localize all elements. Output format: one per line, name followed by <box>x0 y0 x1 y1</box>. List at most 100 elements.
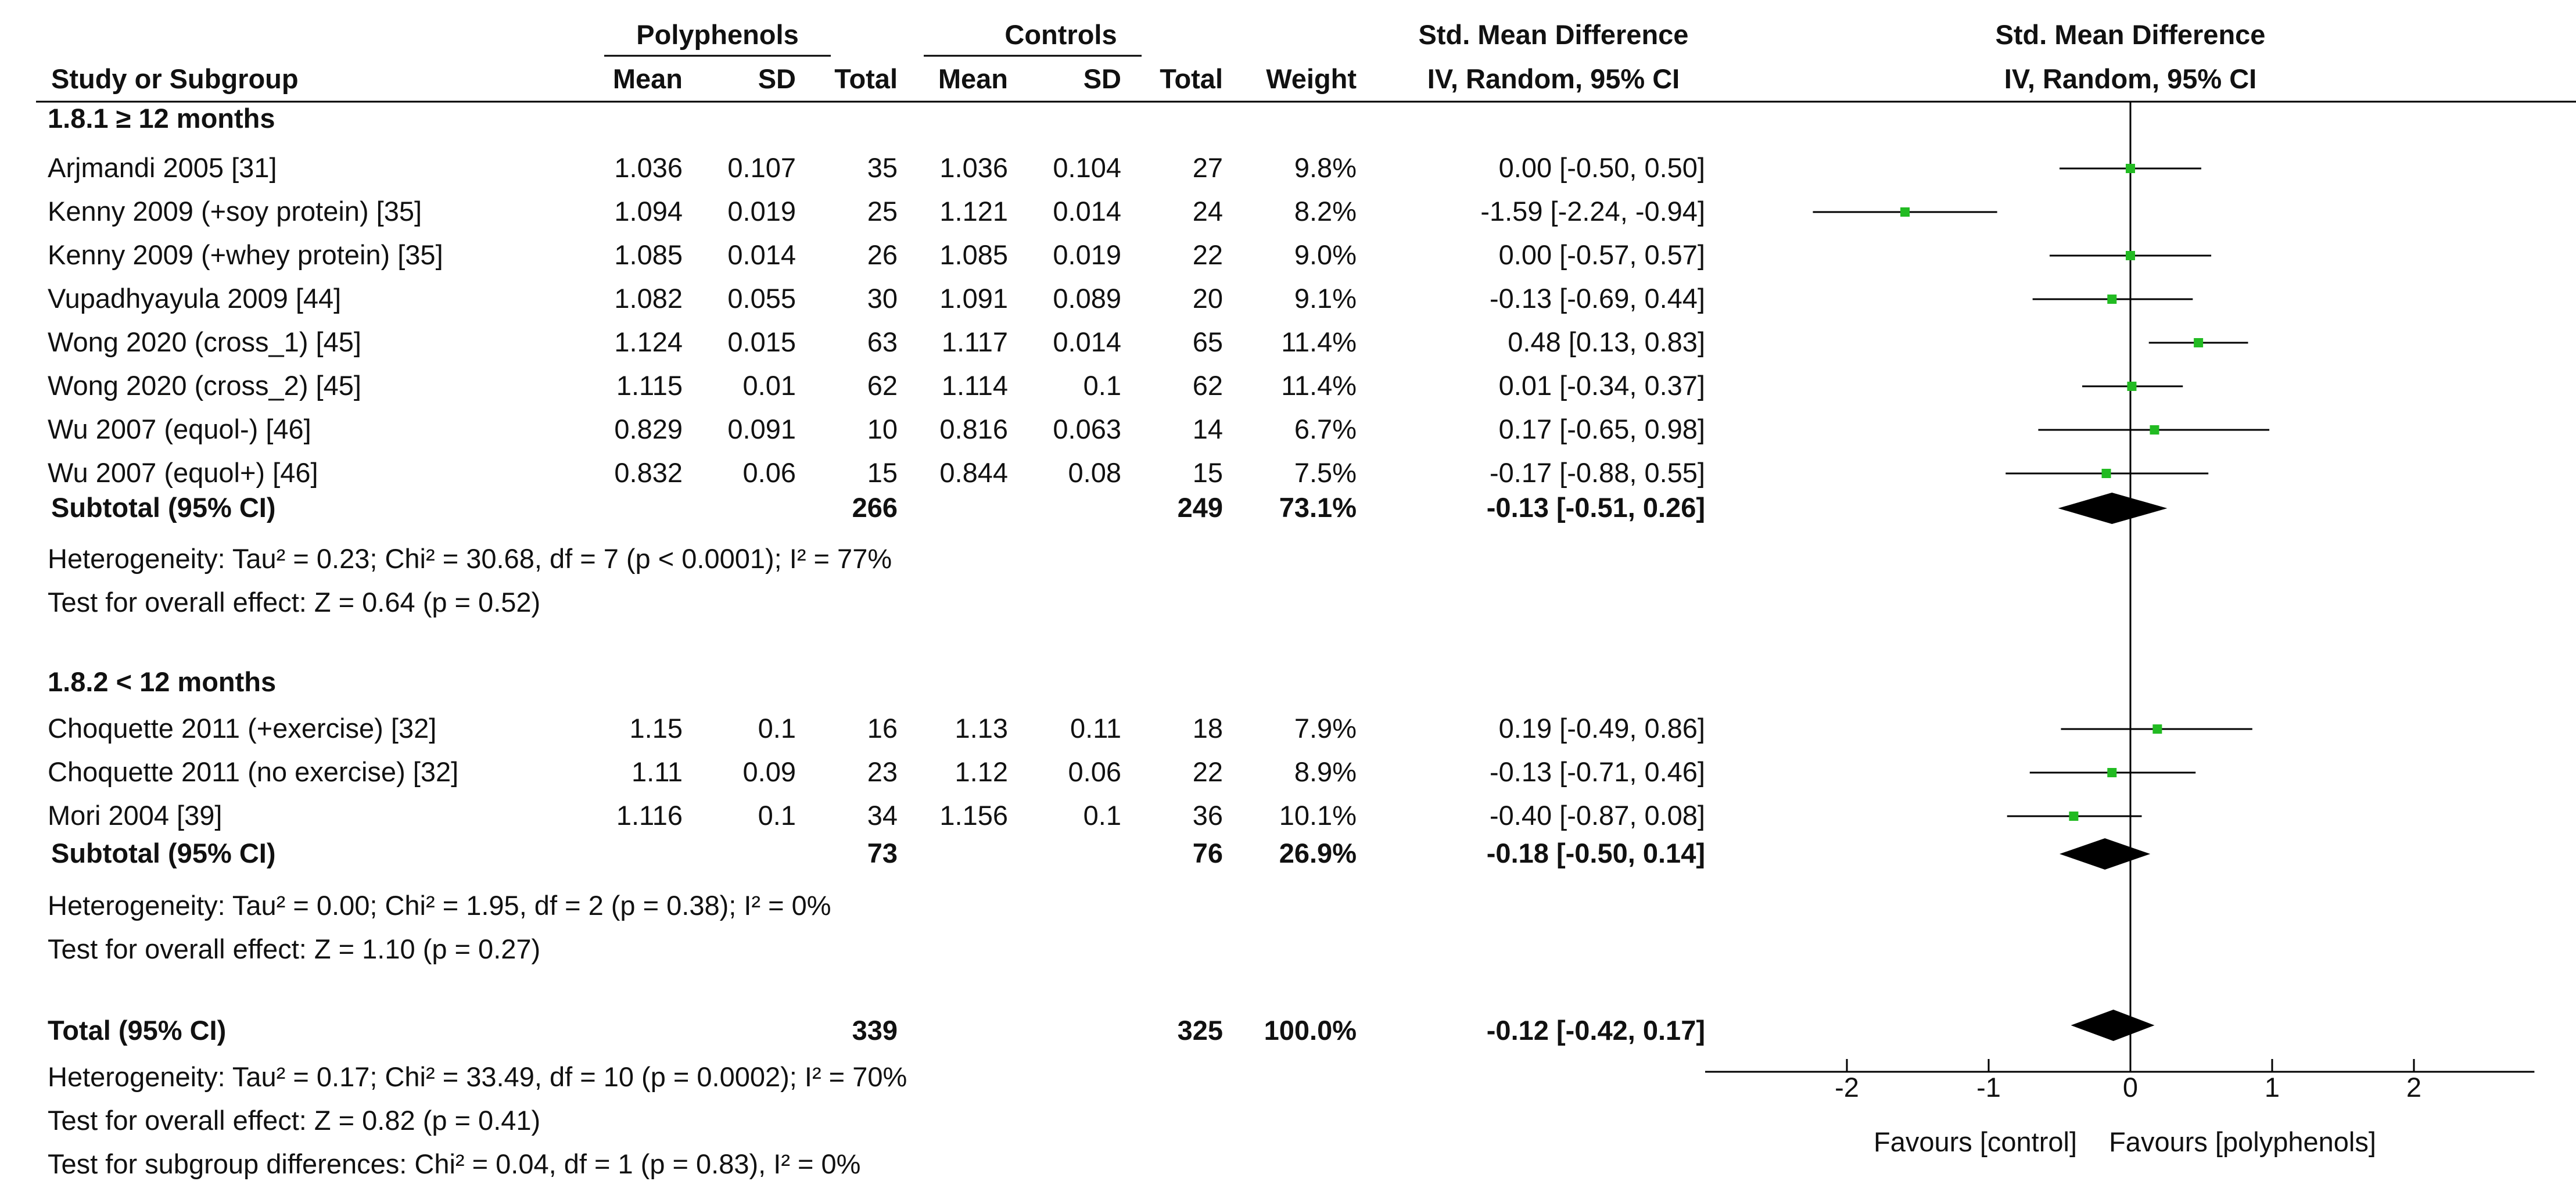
study-name: Wu 2007 (equol+) [46] <box>48 457 318 488</box>
axis-label-right: Favours [polyphenols] <box>2109 1126 2376 1157</box>
point-estimate-marker <box>2107 768 2117 777</box>
total-effect-ci: -0.12 [-0.42, 0.17] <box>1487 1015 1705 1046</box>
c-total: 62 <box>1193 370 1223 401</box>
study-name: Choquette 2011 (+exercise) [32] <box>48 713 436 744</box>
c-sd: 0.014 <box>1053 196 1121 227</box>
total-c-total: 325 <box>1178 1015 1223 1046</box>
subtotal-diamond <box>2060 838 2151 870</box>
weight: 8.2% <box>1294 196 1357 227</box>
effect-ci: -0.13 [-0.69, 0.44] <box>1490 283 1705 314</box>
c-sd: 0.019 <box>1053 239 1121 270</box>
c-total: 20 <box>1193 283 1223 314</box>
weight: 8.9% <box>1294 756 1357 787</box>
point-estimate-marker <box>1900 207 1910 217</box>
col-e-mean: Mean <box>613 63 683 94</box>
e-total: 25 <box>867 196 898 227</box>
study-row: Wong 2020 (cross_2) [45] 1.115 0.01 62 1… <box>48 370 1705 401</box>
c-mean: 0.844 <box>939 457 1008 488</box>
e-total: 15 <box>867 457 898 488</box>
study-row: Kenny 2009 (+soy protein) [35] 1.094 0.0… <box>48 196 1705 227</box>
subtotal-e-total: 73 <box>867 838 898 868</box>
c-total: 14 <box>1193 414 1223 444</box>
e-total: 16 <box>867 713 898 744</box>
weight: 6.7% <box>1294 414 1357 444</box>
subtotal-label: Subtotal (95% CI) <box>51 492 275 523</box>
e-sd: 0.091 <box>727 414 796 444</box>
subtotal-c-total: 249 <box>1178 492 1223 523</box>
c-mean: 1.13 <box>955 713 1008 744</box>
e-total: 34 <box>867 800 898 831</box>
overall-effect-text: Test for overall effect: Z = 0.64 (p = 0… <box>48 587 540 618</box>
e-mean: 1.094 <box>614 196 683 227</box>
point-estimate-marker <box>2152 724 2162 734</box>
study-name: Vupadhyayula 2009 [44] <box>48 283 341 314</box>
subgroup-differences-text: Test for subgroup differences: Chi² = 0.… <box>48 1148 860 1179</box>
point-estimate-marker <box>2107 295 2117 304</box>
study-name: Wong 2020 (cross_2) [45] <box>48 370 361 401</box>
heterogeneity-text: Heterogeneity: Tau² = 0.23; Chi² = 30.68… <box>48 543 892 574</box>
c-mean: 0.816 <box>939 414 1008 444</box>
total-label: Total (95% CI) <box>48 1015 226 1046</box>
plot-area: -2 -1 0 1 2 <box>1705 102 2535 1103</box>
e-mean: 1.116 <box>616 800 683 831</box>
x-axis-tick-label: -1 <box>1976 1072 2001 1103</box>
e-mean: 0.832 <box>614 457 683 488</box>
weight: 11.4% <box>1281 370 1357 401</box>
c-sd: 0.104 <box>1053 152 1121 183</box>
heterogeneity-text: Heterogeneity: Tau² = 0.00; Chi² = 1.95,… <box>48 890 831 921</box>
c-mean: 1.117 <box>942 326 1008 357</box>
weight: 7.9% <box>1294 713 1357 744</box>
e-sd: 0.1 <box>758 800 796 831</box>
subtotal-weight: 73.1% <box>1279 492 1357 523</box>
x-axis-tick-label: 0 <box>2123 1072 2138 1103</box>
c-sd: 0.06 <box>1068 756 1121 787</box>
c-sd: 0.1 <box>1084 370 1121 401</box>
e-mean: 0.829 <box>614 414 683 444</box>
e-mean: 1.036 <box>614 152 683 183</box>
overall-effect-text: Test for overall effect: Z = 1.10 (p = 0… <box>48 934 540 964</box>
point-estimate-marker <box>2126 251 2135 260</box>
e-sd: 0.01 <box>743 370 796 401</box>
c-mean: 1.036 <box>939 152 1008 183</box>
c-mean: 1.121 <box>939 196 1008 227</box>
effect-ci: 0.17 [-0.65, 0.98] <box>1499 414 1705 444</box>
x-axis-tick-label: 2 <box>2406 1072 2421 1103</box>
header-smd-plot: Std. Mean Difference <box>1996 19 2266 50</box>
col-c-mean: Mean <box>938 63 1008 94</box>
total-e-total: 339 <box>852 1015 898 1046</box>
subtotal-diamond <box>2058 493 2168 524</box>
e-mean: 1.085 <box>614 239 683 270</box>
weight: 9.0% <box>1294 239 1357 270</box>
total-overall-effect-text: Test for overall effect: Z = 0.82 (p = 0… <box>48 1105 540 1136</box>
study-row: Vupadhyayula 2009 [44] 1.082 0.055 30 1.… <box>48 283 1705 314</box>
point-estimate-marker <box>2069 812 2079 821</box>
c-total: 65 <box>1193 326 1223 357</box>
effect-ci: -0.40 [-0.87, 0.08] <box>1490 800 1705 831</box>
total-diamond <box>2071 1010 2155 1041</box>
weight: 9.1% <box>1294 283 1357 314</box>
subtotal-c-total: 76 <box>1193 838 1223 868</box>
study-name: Kenny 2009 (+whey protein) [35] <box>48 239 443 270</box>
e-sd: 0.1 <box>758 713 796 744</box>
subtotal-label: Subtotal (95% CI) <box>51 838 275 868</box>
e-sd: 0.09 <box>743 756 796 787</box>
study-name: Kenny 2009 (+soy protein) [35] <box>48 196 422 227</box>
effect-ci: 0.48 [0.13, 0.83] <box>1508 326 1705 357</box>
c-sd: 0.1 <box>1084 800 1121 831</box>
study-row: Arjmandi 2005 [31] 1.036 0.107 35 1.036 … <box>48 152 1705 183</box>
e-total: 62 <box>867 370 898 401</box>
e-mean: 1.15 <box>630 713 683 744</box>
point-estimate-marker <box>2194 338 2204 347</box>
header-smd-table: Std. Mean Difference <box>1419 19 1689 50</box>
c-mean: 1.091 <box>939 283 1008 314</box>
subgroup-2-title: 1.8.2 < 12 months <box>48 666 276 697</box>
e-sd: 0.019 <box>727 196 796 227</box>
c-total: 15 <box>1193 457 1223 488</box>
effect-ci: -0.13 [-0.71, 0.46] <box>1490 756 1705 787</box>
total-heterogeneity-text: Heterogeneity: Tau² = 0.17; Chi² = 33.49… <box>48 1061 907 1092</box>
col-study: Study or Subgroup <box>51 63 299 94</box>
subtotal-row: Subtotal (95% CI) 73 76 26.9% -0.18 [-0.… <box>51 838 1705 868</box>
study-row: Choquette 2011 (no exercise) [32] 1.11 0… <box>48 756 1705 787</box>
point-estimate-marker <box>2101 469 2111 478</box>
